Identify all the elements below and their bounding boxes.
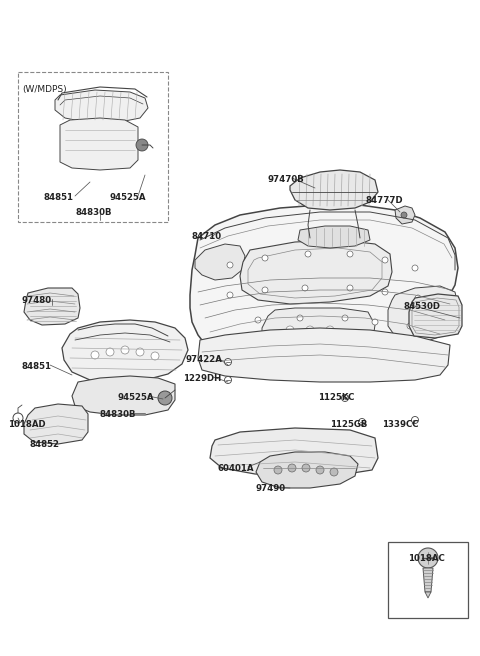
Polygon shape <box>395 206 415 224</box>
Text: 97422A: 97422A <box>186 355 223 364</box>
Circle shape <box>342 315 348 321</box>
Polygon shape <box>409 294 462 338</box>
Polygon shape <box>210 428 378 476</box>
Text: 94525A: 94525A <box>110 193 146 202</box>
Circle shape <box>316 466 324 474</box>
Circle shape <box>418 548 438 568</box>
Text: 84830B: 84830B <box>100 410 136 419</box>
Text: (W/MDPS): (W/MDPS) <box>22 85 67 94</box>
Circle shape <box>382 289 388 295</box>
Circle shape <box>106 348 114 356</box>
Polygon shape <box>423 568 433 592</box>
Polygon shape <box>195 244 245 280</box>
Polygon shape <box>190 205 458 362</box>
Circle shape <box>288 464 296 472</box>
Polygon shape <box>240 240 392 304</box>
Text: 97470B: 97470B <box>268 175 305 184</box>
Text: 84851: 84851 <box>22 362 52 371</box>
Polygon shape <box>262 308 375 360</box>
Bar <box>388 542 468 618</box>
Circle shape <box>305 251 311 257</box>
Polygon shape <box>55 90 148 122</box>
Text: 60401A: 60401A <box>218 464 254 473</box>
Text: 97480: 97480 <box>22 296 52 305</box>
Text: 84851: 84851 <box>44 193 74 202</box>
Text: 1018AC: 1018AC <box>408 554 445 563</box>
Circle shape <box>225 358 231 365</box>
Circle shape <box>302 285 308 291</box>
Text: 1125GB: 1125GB <box>330 420 367 429</box>
Circle shape <box>411 417 419 424</box>
Text: 84852: 84852 <box>30 440 60 449</box>
Polygon shape <box>72 376 175 415</box>
Circle shape <box>274 466 282 474</box>
Text: 1339CC: 1339CC <box>382 420 419 429</box>
Circle shape <box>306 341 314 349</box>
Circle shape <box>347 285 353 291</box>
Polygon shape <box>388 286 458 342</box>
Polygon shape <box>60 118 138 170</box>
Circle shape <box>225 377 231 384</box>
Circle shape <box>330 468 338 476</box>
Text: 84830B: 84830B <box>75 208 111 217</box>
Circle shape <box>341 394 348 401</box>
Circle shape <box>158 391 172 405</box>
Circle shape <box>372 319 378 325</box>
Circle shape <box>401 212 407 218</box>
Polygon shape <box>256 452 358 488</box>
Circle shape <box>227 262 233 268</box>
Text: 1125KC: 1125KC <box>318 393 354 402</box>
Polygon shape <box>290 170 378 210</box>
Polygon shape <box>198 328 450 382</box>
Polygon shape <box>62 320 188 382</box>
Circle shape <box>347 251 353 257</box>
Circle shape <box>136 139 148 151</box>
Circle shape <box>326 341 334 349</box>
Circle shape <box>359 419 365 426</box>
Circle shape <box>407 323 413 329</box>
Text: 84710: 84710 <box>192 232 222 241</box>
Circle shape <box>412 265 418 271</box>
Bar <box>18 72 168 222</box>
Text: 97490: 97490 <box>255 484 285 493</box>
Circle shape <box>262 287 268 293</box>
Circle shape <box>255 317 261 323</box>
Circle shape <box>415 295 421 301</box>
Text: 1229DH: 1229DH <box>183 374 221 383</box>
Circle shape <box>326 326 334 334</box>
Circle shape <box>13 413 23 423</box>
Polygon shape <box>298 226 370 248</box>
Circle shape <box>302 464 310 472</box>
Polygon shape <box>24 404 88 444</box>
Circle shape <box>227 292 233 298</box>
Text: 84530D: 84530D <box>404 302 441 311</box>
Text: 94525A: 94525A <box>118 393 155 402</box>
Circle shape <box>306 326 314 334</box>
Circle shape <box>91 351 99 359</box>
Polygon shape <box>24 288 80 325</box>
Circle shape <box>136 348 144 356</box>
Circle shape <box>297 315 303 321</box>
Circle shape <box>262 255 268 261</box>
Circle shape <box>286 326 294 334</box>
Polygon shape <box>425 592 431 598</box>
Circle shape <box>121 346 129 354</box>
Text: 84777D: 84777D <box>365 196 403 205</box>
Text: 1018AD: 1018AD <box>8 420 46 429</box>
Circle shape <box>382 257 388 263</box>
Circle shape <box>151 352 159 360</box>
